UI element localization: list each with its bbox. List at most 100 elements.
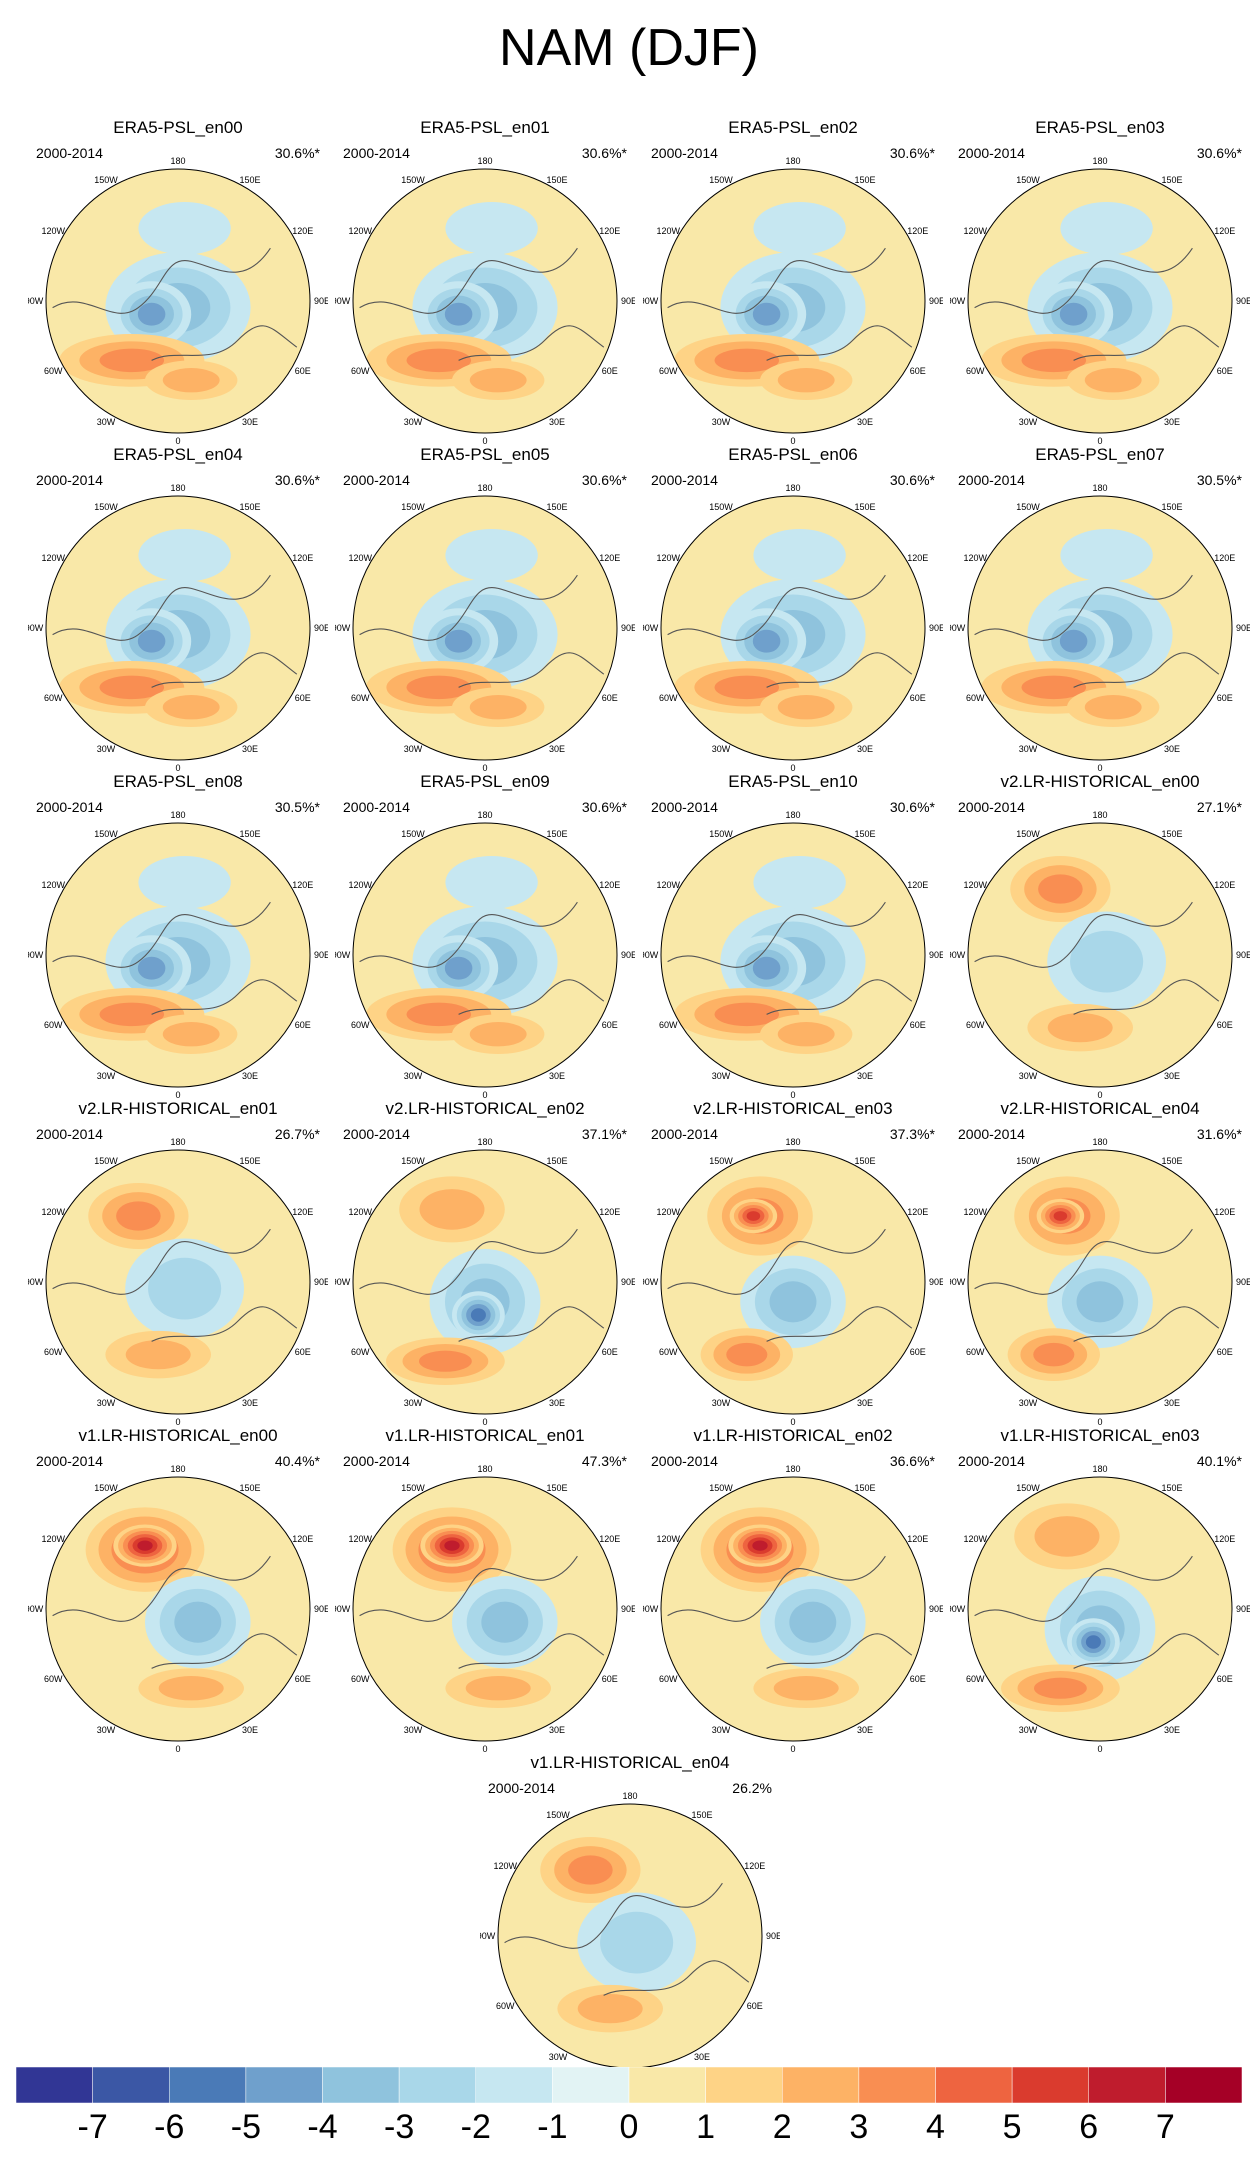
panel-variance: 31.6%* <box>1196 1126 1242 1142</box>
contour-fill <box>769 1281 817 1323</box>
contour-fill <box>753 202 846 255</box>
longitude-label: 30W <box>1019 744 1038 754</box>
colorbar-swatch <box>322 2067 400 2103</box>
panel-title: v1.LR-HISTORICAL_en01 <box>385 1426 585 1445</box>
colorbar-swatch <box>16 2067 93 2103</box>
longitude-label: 30E <box>549 1725 565 1735</box>
longitude-label: 150E <box>239 175 260 185</box>
panel-variance: 47.3%* <box>581 1453 627 1469</box>
longitude-label: 180 <box>622 1791 637 1801</box>
polar-map: 180150E120E90E60E30E030W60W90W120W150W <box>28 483 328 773</box>
polar-map: 180150E120E90E60E30E030W60W90W120W150W <box>28 810 328 1100</box>
longitude-label: 30W <box>712 1071 731 1081</box>
polar-map: 180150E120E90E60E30E030W60W90W120W150W <box>480 1791 780 2081</box>
map-panel: ERA5-PSL_en02 2000-2014 30.6%* 180 150E 120E 9… <box>643 118 943 448</box>
longitude-label: 60E <box>1217 1674 1233 1684</box>
contour-fill <box>789 1601 837 1643</box>
longitude-label: 60W <box>659 1674 678 1684</box>
longitude-label: 90E <box>621 1604 635 1614</box>
coastline <box>359 1555 605 1669</box>
longitude-label: 180 <box>170 156 185 166</box>
contour-fill <box>99 348 165 373</box>
longitude-label: 120E <box>292 553 313 563</box>
longitude-label: 30W <box>712 417 731 427</box>
contour-fill <box>174 1601 222 1643</box>
contour-fill <box>714 675 780 700</box>
longitude-label: 30W <box>404 1398 423 1408</box>
longitude-label: 90W <box>335 1277 351 1287</box>
panel-title: ERA5-PSL_en02 <box>728 118 858 137</box>
longitude-label: 60E <box>1217 1020 1233 1030</box>
panel-title: ERA5-PSL_en07 <box>1035 445 1165 464</box>
longitude-label: 60W <box>966 1020 985 1030</box>
longitude-label: 120E <box>1214 1207 1235 1217</box>
longitude-label: 60E <box>602 1020 618 1030</box>
longitude-label: 150E <box>239 1483 260 1493</box>
longitude-label: 60W <box>351 1020 370 1030</box>
contour-fill <box>445 529 538 582</box>
panel-variance: 30.6%* <box>889 145 935 161</box>
colorbar-swatch <box>398 2067 476 2103</box>
longitude-label: 30E <box>857 1398 873 1408</box>
longitude-label: 120E <box>1214 553 1235 563</box>
panel-title: ERA5-PSL_en09 <box>420 772 550 791</box>
longitude-label: 120E <box>907 553 928 563</box>
map-outline <box>352 822 618 1088</box>
map-outline <box>660 1476 926 1742</box>
contour-fill <box>746 1211 761 1221</box>
longitude-label: 120W <box>964 1207 988 1217</box>
contour-fill <box>444 302 473 326</box>
polar-map: 180150E120E90E60E30E030W60W90W120W150W <box>950 483 1250 773</box>
longitude-label: 180 <box>170 1137 185 1147</box>
longitude-label: 90E <box>621 1277 635 1287</box>
coastline <box>667 1228 913 1342</box>
panel-period: 2000-2014 <box>958 1126 1025 1142</box>
longitude-label: 150E <box>546 502 567 512</box>
longitude-label: 150E <box>854 1483 875 1493</box>
longitude-label: 90W <box>643 296 659 306</box>
longitude-label: 60W <box>966 1674 985 1684</box>
longitude-label: 90E <box>314 1277 328 1287</box>
longitude-label: 30E <box>1164 417 1180 427</box>
longitude-label: 90W <box>480 1931 496 1941</box>
panel-period: 2000-2014 <box>958 1453 1025 1469</box>
panel-period: 2000-2014 <box>36 1453 103 1469</box>
contour-fill <box>753 856 846 909</box>
longitude-label: 30W <box>97 1071 116 1081</box>
longitude-label: 30E <box>857 1725 873 1735</box>
polar-map: 180150E120E90E60E30E030W60W90W120W150W <box>28 1464 328 1754</box>
longitude-label: 90E <box>766 1931 780 1941</box>
map-outline <box>45 1476 311 1742</box>
coastline <box>667 574 913 688</box>
contour-fill <box>1053 1211 1068 1221</box>
coastline <box>974 1228 1220 1342</box>
polar-map: 180150E120E90E60E30E030W60W90W120W150W <box>28 156 328 446</box>
colorbar-labels: -7 -6 -5 -4 -3 -2 -1 0 1 2 3 4 5 6 7 <box>16 2108 1242 2158</box>
longitude-label: 120E <box>599 553 620 563</box>
colorbar-swatch <box>169 2067 247 2103</box>
colorbar-tick-label: -3 <box>384 2108 415 2146</box>
panel-variance: 30.6%* <box>581 145 627 161</box>
polar-map: 180150E120E90E60E30E030W60W90W120W150W <box>950 1464 1250 1754</box>
coastline <box>359 247 605 361</box>
map-panel: ERA5-PSL_en03 2000-2014 30.6%* 180 150E 120E 9… <box>950 118 1250 448</box>
longitude-label: 180 <box>477 810 492 820</box>
polar-map: 180150E120E90E60E30E030W60W90W120W150W <box>28 1137 328 1427</box>
longitude-label: 0 <box>175 436 180 446</box>
longitude-label: 30E <box>549 1071 565 1081</box>
longitude-label: 150W <box>709 175 733 185</box>
map-outline <box>352 168 618 434</box>
panel-title: ERA5-PSL_en01 <box>420 118 550 137</box>
longitude-label: 150E <box>546 1483 567 1493</box>
map-outline <box>352 495 618 761</box>
map-outline <box>45 1149 311 1415</box>
contour-fill <box>1084 368 1142 393</box>
longitude-label: 120E <box>1214 880 1235 890</box>
longitude-label: 0 <box>1097 436 1102 446</box>
coastline <box>52 901 298 1015</box>
longitude-label: 0 <box>482 1417 487 1427</box>
map-panel: v1.LR-HISTORICAL_en02 2000-2014 36.6%* 180 1… <box>643 1426 943 1756</box>
map-panel: ERA5-PSL_en00 2000-2014 30.6%* 180 150E 120E 9… <box>28 118 328 448</box>
panel-variance: 30.6%* <box>274 145 320 161</box>
map-outline <box>352 1476 618 1742</box>
